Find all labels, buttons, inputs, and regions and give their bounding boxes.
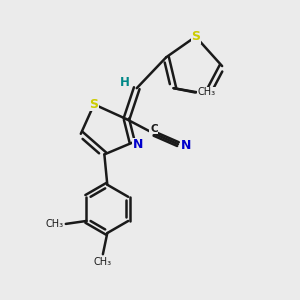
Text: S: S (90, 98, 99, 111)
Text: N: N (132, 139, 143, 152)
Text: S: S (191, 30, 200, 43)
Text: C: C (150, 124, 158, 134)
Text: CH₃: CH₃ (46, 219, 64, 229)
Text: CH₃: CH₃ (197, 88, 215, 98)
Text: H: H (119, 76, 129, 89)
Text: CH₃: CH₃ (94, 257, 112, 268)
Text: N: N (181, 139, 191, 152)
